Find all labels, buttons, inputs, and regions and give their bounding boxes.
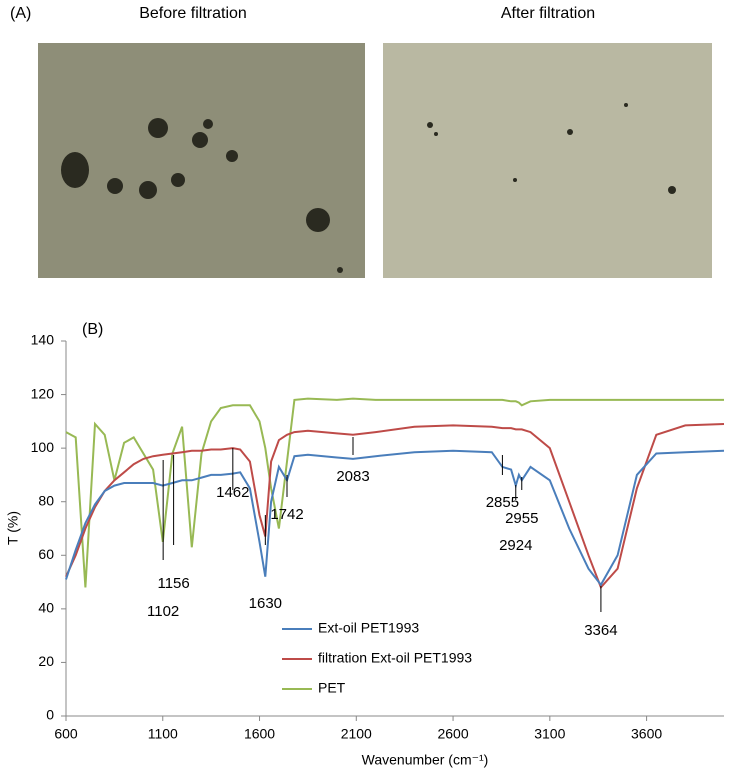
legend-label: Ext-oil PET1993 — [318, 620, 419, 636]
x-tick-label: 600 — [54, 726, 78, 742]
y-tick-label: 0 — [46, 707, 54, 723]
chart-title: (B) — [82, 321, 103, 338]
series-line — [65, 423, 725, 590]
series-line — [65, 397, 724, 588]
panel-label: (A) — [10, 5, 31, 22]
annotation: 1630 — [249, 595, 282, 612]
y-tick-label: 120 — [31, 385, 55, 401]
y-tick-label: 20 — [38, 653, 54, 669]
x-tick-label: 1100 — [148, 726, 178, 742]
y-tick-label: 140 — [31, 332, 55, 348]
annotation: 1156 — [157, 575, 189, 592]
annotation: 1102 — [147, 603, 179, 620]
annotation: 2955 — [505, 510, 538, 527]
x-tick-label: 3600 — [631, 726, 662, 742]
x-axis-title: Wavenumber (cm⁻¹) — [362, 752, 489, 768]
image-caption: After filtration — [501, 5, 595, 22]
x-tick-label: 2600 — [437, 726, 468, 742]
annotation: 2083 — [336, 468, 369, 485]
y-tick-label: 100 — [31, 439, 55, 455]
photo-after — [383, 43, 712, 278]
y-tick-label: 60 — [38, 546, 54, 562]
y-axis-title: T (%) — [5, 511, 21, 545]
annotation: 1462 — [216, 484, 249, 501]
particles — [61, 103, 676, 273]
y-tick-label: 80 — [38, 492, 54, 508]
image-caption: Before filtration — [139, 5, 247, 22]
legend-label: PET — [318, 680, 346, 696]
y-tick-label: 40 — [38, 600, 54, 616]
annotation: 2855 — [486, 494, 519, 511]
annotation: 3364 — [584, 622, 617, 639]
legend-label: filtration Ext-oil PET1993 — [318, 650, 472, 666]
x-tick-label: 2100 — [341, 726, 372, 742]
annotation: 2924 — [499, 537, 532, 554]
x-tick-label: 1600 — [244, 726, 275, 742]
photo-before — [38, 43, 365, 278]
annotation: 1742 — [270, 506, 303, 523]
series-line — [65, 449, 725, 587]
x-tick-label: 3100 — [534, 726, 565, 742]
